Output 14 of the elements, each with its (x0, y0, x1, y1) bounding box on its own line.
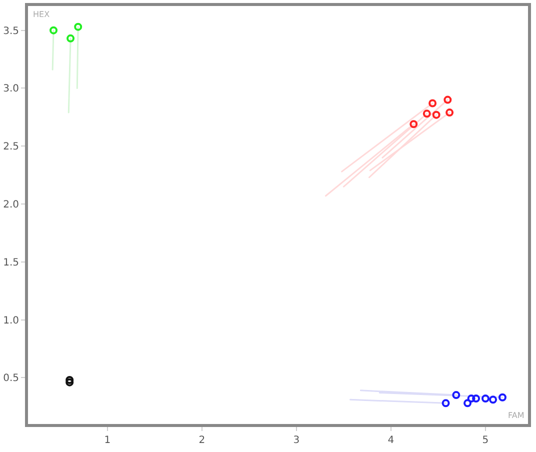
x-axis-title: FAM (508, 411, 524, 420)
y-tick-label: 3.5 (3, 26, 19, 37)
x-tick-label: 4 (388, 435, 394, 446)
x-tick-label: 2 (198, 435, 206, 446)
x-tick-label: 5 (482, 435, 489, 446)
y-tick-label: 1.0 (3, 315, 19, 326)
y-tick-label: 3.0 (3, 84, 19, 95)
x-tick-label: 3 (293, 435, 300, 446)
y-tick-label: 2.5 (3, 142, 19, 153)
y-tick-label: 2.0 (3, 200, 19, 210)
y-tick-label: 0.5 (3, 373, 19, 384)
y-axis-title: HEX (33, 10, 50, 19)
y-tick-label: 1.5 (3, 257, 19, 268)
x-tick-label: 1 (104, 435, 111, 446)
